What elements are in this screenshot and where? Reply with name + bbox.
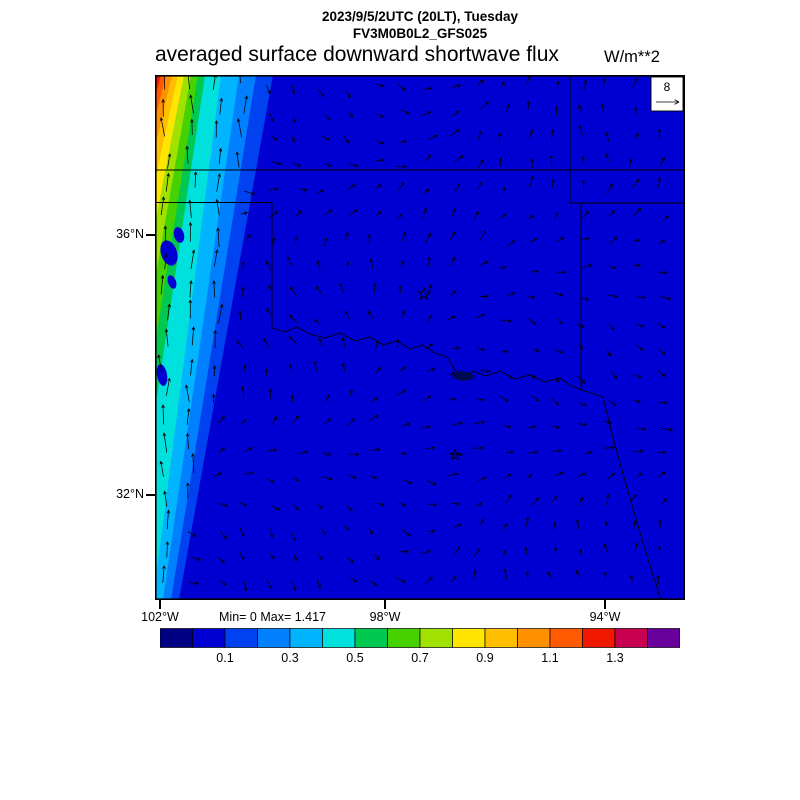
- colorbar-tick-label: 0.7: [411, 651, 429, 665]
- colorbar-tick-label: 0.3: [281, 651, 299, 665]
- map-frame-border: [155, 75, 685, 600]
- plot-title: averaged surface downward shortwave flux: [155, 43, 559, 66]
- colorbar-segment: [452, 628, 486, 648]
- low-flux-pocket: [156, 364, 168, 386]
- colorbar-tick-label: 0.9: [476, 651, 494, 665]
- low-flux-pocket: [167, 275, 177, 289]
- colorbar-segment: [419, 628, 453, 648]
- colorbar-segment: [289, 628, 323, 648]
- colorbar-segment: [322, 628, 356, 648]
- lon-tick-label: 102°W: [141, 610, 179, 624]
- lat-tick: [146, 494, 155, 496]
- lake-texoma: [453, 371, 475, 381]
- colorbar-segment: [354, 628, 388, 648]
- colorbar-segment: [582, 628, 616, 648]
- colorbar-tick-label: 1.1: [541, 651, 559, 665]
- datetime-line: 2023/9/5/2UTC (20LT), Tuesday: [321, 9, 519, 24]
- terminator-gradient-band: [155, 75, 273, 600]
- lon-tick: [604, 600, 606, 609]
- reference-vector-value: 8: [664, 80, 671, 94]
- lon-tick-label: 94°W: [589, 610, 621, 624]
- minmax-stats: Min= 0 Max= 1.417: [219, 610, 327, 624]
- colorbar-segment: [484, 628, 518, 648]
- colorbar-segment: [160, 628, 193, 648]
- low-flux-pocket: [160, 240, 178, 266]
- lat-tick: [146, 234, 155, 236]
- colorbar-segment: [614, 628, 648, 648]
- wind-vectors: [157, 75, 674, 592]
- colorbar-segment: [517, 628, 551, 648]
- model-line: FV3M0B0L2_GFS025: [352, 26, 488, 41]
- city-star-marker: [416, 286, 432, 301]
- colorbar-segment: [224, 628, 258, 648]
- colorbar-tick-label: 0.5: [346, 651, 364, 665]
- lon-tick-label: 98°W: [369, 610, 401, 624]
- colorbar-segment: [192, 628, 226, 648]
- colorbar-tick-label: 1.3: [606, 651, 624, 665]
- units-label: W/m**2: [604, 48, 660, 66]
- low-flux-pocket: [173, 227, 185, 243]
- reference-vector-arrow: [656, 99, 680, 105]
- colorbar-segment: [549, 628, 583, 648]
- state-borders: [155, 75, 685, 600]
- lon-tick: [384, 600, 386, 609]
- lat-tick-label: 36°N: [116, 227, 144, 242]
- colorbar: [160, 628, 680, 648]
- lon-tick: [159, 600, 161, 609]
- city-star-marker: [448, 448, 462, 461]
- colorbar-tick-label: 0.1: [216, 651, 234, 665]
- reference-vector-box: 8: [650, 76, 684, 112]
- colorbar-segment: [647, 628, 680, 648]
- colorbar-segment: [387, 628, 421, 648]
- map-plot: 8: [155, 75, 685, 600]
- lat-tick-label: 32°N: [116, 487, 144, 501]
- colorbar-segment: [257, 628, 291, 648]
